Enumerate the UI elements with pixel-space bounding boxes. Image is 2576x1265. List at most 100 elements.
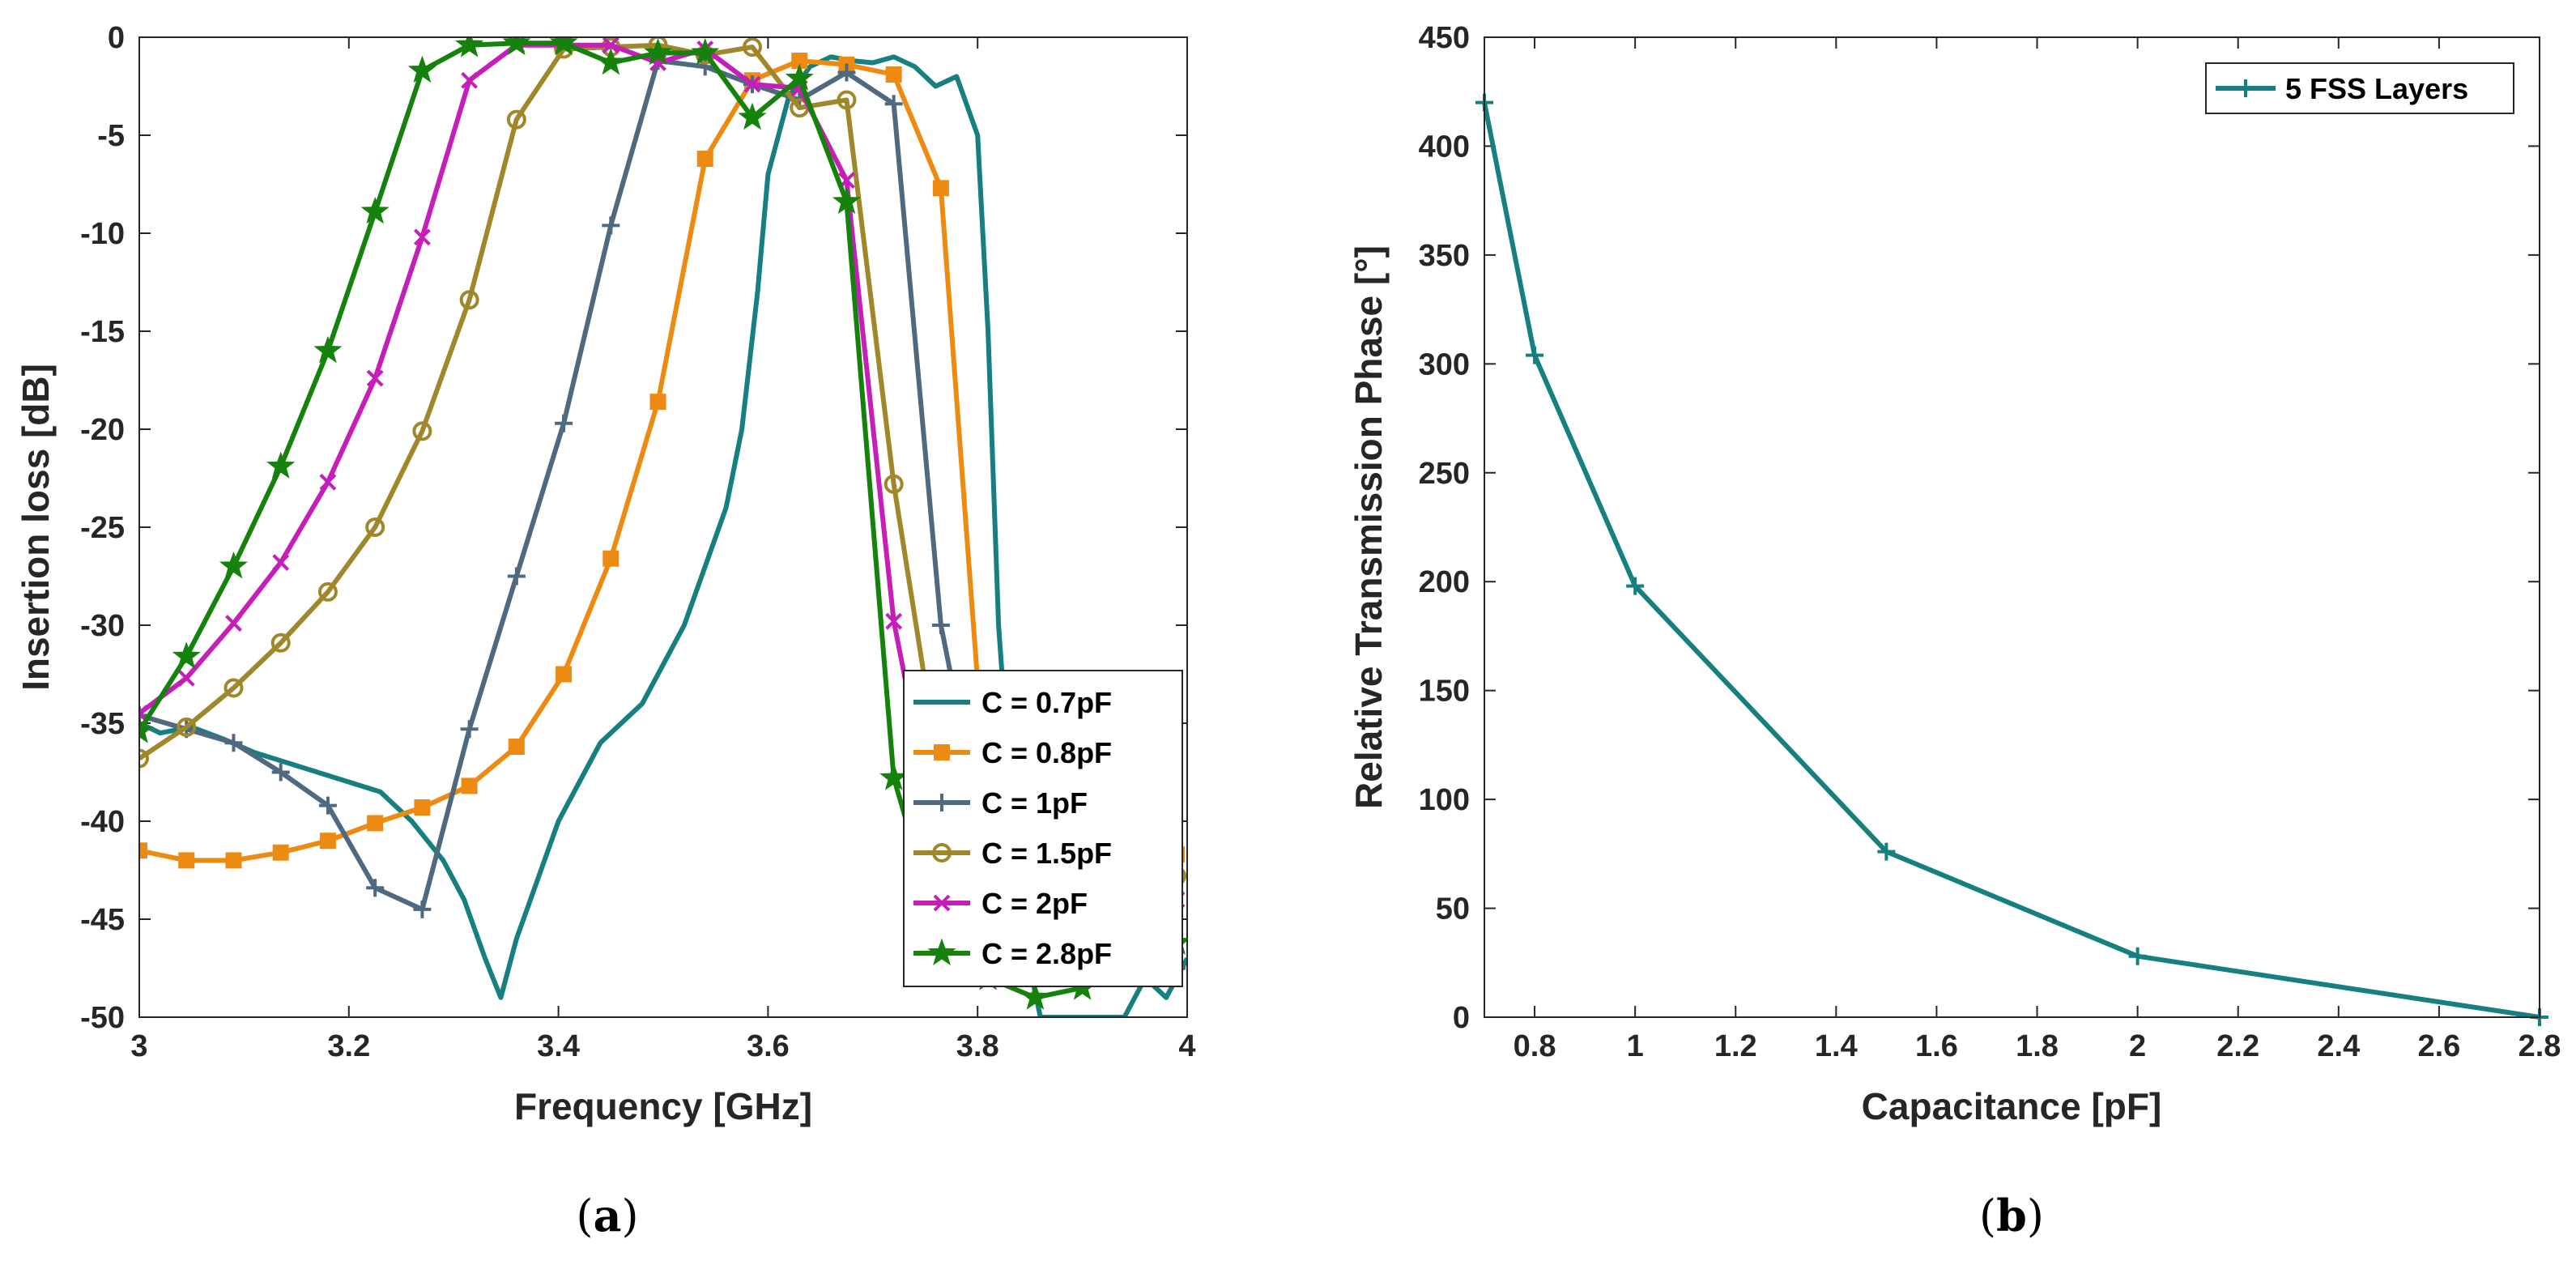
y-tick-label: 50 (1436, 892, 1470, 926)
data-point (367, 815, 384, 832)
data-point (602, 216, 620, 235)
chart-b-axes-box (1484, 36, 2540, 1018)
x-tick-label: 1 (1627, 1029, 1644, 1063)
data-point (365, 518, 385, 537)
data-point (319, 833, 336, 850)
data-point (549, 37, 578, 56)
data-point (139, 842, 147, 859)
y-tick-label: 100 (1419, 783, 1470, 817)
legend-label: C = 0.7pF (981, 686, 1112, 719)
data-point (139, 716, 154, 743)
chart-a-xlabel: Frequency [GHz] (514, 1085, 812, 1127)
legend-item: C = 2pF (913, 887, 1088, 920)
data-point (832, 186, 861, 215)
data-point (1877, 842, 1896, 861)
data-point (696, 58, 714, 76)
chart-a-legend: C = 0.7pF C = 0.8pF C = 1pF C = 1.5pF C = 2p… (903, 670, 1183, 987)
data-point (885, 612, 903, 630)
chart-b-legend: 5 FSS Layers (2205, 62, 2514, 114)
data-point (738, 102, 767, 130)
data-point (219, 551, 248, 579)
x-tick-label: 2.6 (2417, 1029, 2460, 1063)
legend-item: C = 2.8pF (913, 937, 1112, 970)
data-point (556, 666, 573, 683)
data-point (506, 109, 526, 130)
data-point (742, 37, 762, 58)
chart-b-panel: 0.8 1 1.2 1.4 1.6 1.8 2 2.2 2.4 2.6 2.8 0 50 100 150 20… (1348, 21, 2561, 1242)
data-point (461, 777, 478, 794)
legend-item: C = 1.5pF (913, 837, 1112, 870)
data-point (1020, 982, 1050, 1010)
y-tick-label: -25 (80, 511, 125, 545)
data-point (461, 71, 479, 89)
y-tick-label: 250 (1419, 457, 1470, 491)
data-point (178, 852, 195, 869)
data-point (224, 734, 243, 752)
data-point (407, 55, 436, 83)
data-point (366, 369, 384, 387)
data-point (414, 799, 431, 816)
data-point (172, 641, 201, 669)
data-point (225, 615, 242, 632)
data-point (1626, 577, 1645, 595)
chart-b-tick-labels: 0.8 1 1.2 1.4 1.6 1.8 2 2.2 2.4 2.6 2.8 0 50 100 150 20… (1419, 21, 2561, 1063)
data-point (272, 844, 289, 861)
data-point (649, 394, 666, 411)
data-point (266, 451, 296, 479)
y-tick-label: -45 (80, 903, 125, 937)
data-point (555, 414, 573, 432)
data-point (743, 75, 761, 93)
data-point (177, 669, 195, 687)
y-tick-label: -20 (80, 413, 125, 447)
x-tick-label: 1.6 (1915, 1029, 1958, 1063)
data-point (884, 474, 904, 494)
y-tick-label: 200 (1419, 565, 1470, 599)
y-tick-label: -5 (97, 119, 125, 153)
data-point (270, 632, 291, 653)
chart-a-axes-box (138, 36, 1188, 1018)
data-point (177, 717, 197, 737)
chart-a-legend-box (903, 670, 1183, 987)
y-tick-label: -10 (80, 217, 125, 251)
chart-a-tick-labels: 3 3.2 3.4 3.6 3.8 4 0 -5 -10 -15 -20 -25 -30 -35 -40 -4… (80, 21, 1195, 1063)
x-tick-label: 3.4 (537, 1029, 580, 1063)
data-point (837, 63, 856, 82)
x-tick-label: 1.2 (1714, 1029, 1757, 1063)
x-tick-label: 2.8 (2519, 1029, 2561, 1063)
data-point (319, 473, 337, 491)
data-point (139, 706, 148, 725)
data-point (317, 581, 338, 602)
data-point (932, 180, 949, 197)
y-tick-label: 400 (1419, 130, 1470, 164)
data-point (272, 554, 290, 571)
legend-item: C = 0.7pF (913, 686, 1112, 719)
data-point (837, 90, 857, 110)
chart-a-panel: 3 3.2 3.4 3.6 3.8 4 0 -5 -10 -15 -20 -25 -30 -35 -40 -4… (15, 21, 1196, 1242)
data-point (460, 720, 479, 739)
data-point (507, 567, 526, 586)
chart-b-panel-label: (b) (1979, 1190, 2044, 1242)
data-point (1526, 346, 1544, 364)
x-tick-label: 3.8 (956, 1029, 999, 1063)
data-point (459, 290, 479, 310)
data-point (691, 37, 720, 66)
data-point (313, 335, 343, 364)
legend-item: C = 0.8pF (913, 736, 1112, 769)
x-tick-label: 2 (2129, 1029, 2146, 1063)
y-tick-label: -30 (80, 609, 125, 643)
x-tick-label: 2.2 (2216, 1029, 2259, 1063)
x-tick-label: 3.2 (327, 1029, 370, 1063)
y-tick-label: 350 (1419, 239, 1470, 273)
data-point (413, 900, 432, 918)
data-point (644, 37, 673, 66)
x-tick-label: 2.4 (2317, 1029, 2360, 1063)
legend-item: 5 FSS Layers (2216, 72, 2468, 105)
data-point (413, 228, 431, 246)
legend-label: C = 2.8pF (981, 937, 1112, 970)
legend-swatch-marker (932, 843, 952, 862)
x-tick-label: 0.8 (1514, 1029, 1556, 1063)
data-point (508, 739, 525, 756)
chart-b-plot-area (1484, 37, 2540, 1017)
chart-a-ylabel: Insertion loss [dB] (15, 364, 57, 691)
